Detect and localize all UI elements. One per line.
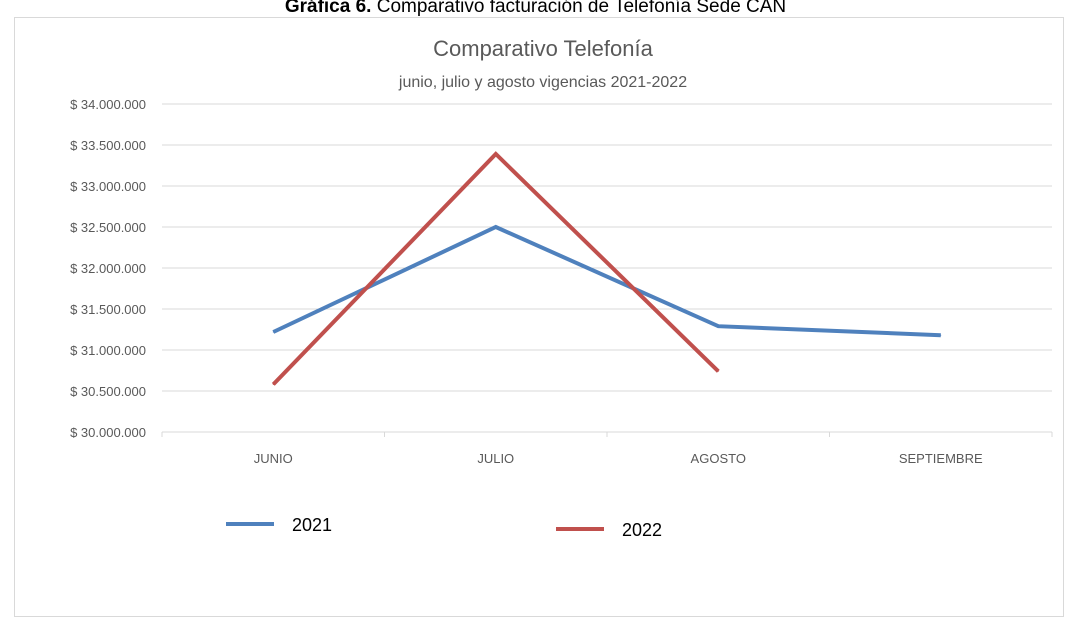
data-point	[717, 370, 719, 372]
y-tick-label: $ 32.500.000	[70, 220, 146, 235]
data-point	[940, 334, 942, 336]
x-tick-label: JULIO	[477, 451, 514, 466]
y-tick-label: $ 30.000.000	[70, 425, 146, 440]
series-line-2021	[272, 224, 941, 338]
y-tick-label: $ 30.500.000	[70, 384, 146, 399]
x-tick-label: SEPTIEMBRE	[899, 451, 983, 466]
gridlines	[162, 103, 1052, 433]
x-axis-ticks: JUNIO JULIO AGOSTO SEPTIEMBRE	[161, 432, 1053, 466]
chart-title: Comparativo Telefonía	[433, 36, 653, 61]
x-tick-label: AGOSTO	[691, 451, 746, 466]
data-point	[495, 153, 497, 155]
y-tick-label: $ 34.000.000	[70, 97, 146, 112]
legend-label-2022: 2022	[622, 520, 662, 540]
data-point	[272, 331, 274, 333]
y-tick-label: $ 33.500.000	[70, 138, 146, 153]
y-axis-ticks: $ 30.000.000 $ 30.500.000 $ 31.000.000 $ 31…	[70, 97, 146, 440]
caption-prefix: Gráfica 6.	[284, 0, 372, 16]
y-tick-label: $ 31.000.000	[70, 343, 146, 358]
data-point	[495, 226, 497, 228]
data-point	[272, 383, 274, 385]
series-lines	[271, 151, 942, 386]
y-tick-label: $ 31.500.000	[70, 302, 146, 317]
chart-subtitle: junio, julio y agosto vigencias 2021-202…	[398, 74, 687, 91]
figure-caption: Gráfica 6. Comparativo facturación de Te…	[0, 0, 1071, 16]
data-point	[717, 325, 719, 327]
x-tick-label: JUNIO	[254, 451, 293, 466]
legend: 2021 2022	[226, 515, 662, 540]
y-tick-label: $ 33.000.000	[70, 179, 146, 194]
legend-label-2021: 2021	[292, 515, 332, 535]
y-tick-label: $ 32.000.000	[70, 261, 146, 276]
caption-text: Comparativo facturación de Telefonía Sed…	[371, 0, 787, 16]
